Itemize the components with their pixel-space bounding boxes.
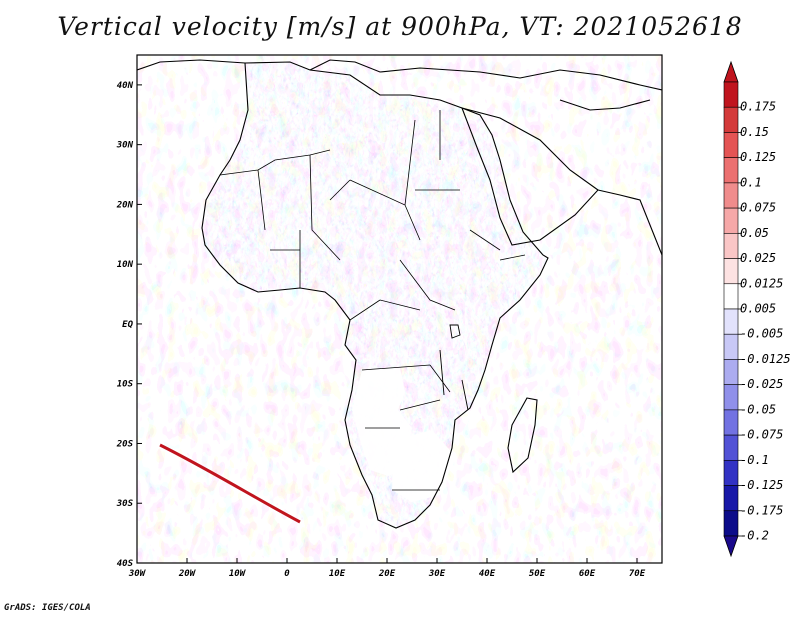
- lon-label-40e: 40E: [479, 569, 496, 579]
- colorbar-label: 0.125: [740, 150, 776, 164]
- colorbar-swatch: [723, 333, 739, 360]
- colorbar-label: 0.1: [740, 175, 762, 189]
- colorbar-top-arrow: [723, 60, 739, 83]
- colorbar-label: 0.025: [740, 251, 776, 265]
- lat-label-eq: EQ: [122, 320, 133, 330]
- lat-label-40s: 40S: [117, 559, 134, 569]
- madagascar-coastline: [507, 397, 538, 474]
- colorbar-swatch: [723, 81, 739, 108]
- latitude-axis: 40N 30N 20N 10N EQ 10S 20S 30S 40S: [116, 81, 142, 569]
- colorbar-label: -0.175: [740, 503, 783, 517]
- colorbar-swatch: [723, 258, 739, 285]
- colorbar-swatch: [723, 308, 739, 335]
- footer-credit: GrADS: IGES/COLA: [4, 603, 91, 613]
- map-title: Vertical velocity [m/s] at 900hPa, VT: 2…: [57, 12, 743, 41]
- colorbar-label: -0.005: [740, 327, 783, 341]
- lon-label-0: 0: [284, 569, 290, 579]
- colorbar-label: -0.05: [740, 402, 776, 416]
- lakes: [439, 324, 469, 411]
- country-borders: [219, 110, 526, 491]
- colorbar: 0.175 0.15 0.125 0.1 0.075 0.05 0.025 0.0125 0.0…: [723, 60, 791, 558]
- colorbar-swatch: [723, 384, 739, 411]
- lon-label-30e: 30E: [428, 569, 446, 579]
- lat-label-10n: 10N: [117, 260, 134, 270]
- colorbar-label: -0.075: [740, 428, 783, 442]
- europe-coastline: [137, 59, 662, 91]
- lon-label-10e: 10E: [329, 569, 346, 579]
- colorbar-swatch: [723, 460, 739, 486]
- lon-label-10w: 10W: [229, 569, 247, 579]
- lat-label-20s: 20S: [116, 439, 134, 449]
- colorbar-swatch: [723, 157, 739, 184]
- colorbar-swatch: [723, 283, 739, 310]
- colorbar-swatch: [723, 182, 739, 209]
- colorbar-label: -0.0125: [740, 352, 791, 366]
- colorbar-label: -0.125: [740, 478, 783, 492]
- colorbar-label: -0.1: [740, 453, 769, 467]
- lon-label-30w: 30W: [128, 569, 147, 579]
- colorbar-swatch: [723, 132, 739, 158]
- colorbar-swatch: [723, 233, 739, 259]
- asia-coastline: [559, 99, 662, 256]
- colorbar-swatch: [723, 106, 739, 133]
- lon-label-50e: 50E: [529, 569, 546, 579]
- lon-label-70e: 70E: [629, 569, 646, 579]
- colorbar-label: 0.075: [740, 201, 776, 215]
- lat-label-10s: 10S: [117, 380, 134, 390]
- colorbar-swatch: [723, 485, 739, 512]
- lat-label-40n: 40N: [117, 81, 134, 91]
- colorbar-label: -0.025: [740, 377, 783, 391]
- colorbar-swatch: [723, 359, 739, 385]
- lon-label-60e: 60E: [579, 569, 596, 579]
- colorbar-swatch: [723, 409, 739, 436]
- colorbar-swatch: [723, 207, 739, 234]
- colorbar-label: 0.05: [740, 226, 769, 240]
- colorbar-swatch: [723, 510, 739, 537]
- lon-label-20w: 20W: [178, 569, 197, 579]
- colorbar-bottom-arrow: [723, 535, 739, 558]
- longitude-axis: 30W 20W 10W 0 10E 20E 30E 40E 50E 60E 70E: [128, 558, 646, 579]
- velocity-field: [137, 55, 662, 563]
- arabia-coastline: [461, 107, 599, 246]
- colorbar-swatch: [723, 434, 739, 461]
- africa-coastline: [201, 61, 549, 529]
- lon-label-20e: 20E: [378, 569, 396, 579]
- lat-label-30s: 30S: [116, 499, 134, 509]
- coastlines-and-borders: [137, 59, 662, 529]
- colorbar-label: 0.175: [740, 100, 776, 114]
- colorbar-label: -0.2: [740, 529, 769, 543]
- colorbar-label: 0.0125: [740, 276, 783, 290]
- map-frame: [136, 54, 663, 564]
- colorbar-label: 0.15: [740, 125, 769, 139]
- colorbar-label: 0.005: [740, 302, 776, 316]
- lat-label-30n: 30N: [116, 141, 134, 151]
- masked-region-highveld: [392, 430, 455, 502]
- frontal-band: [159, 443, 301, 524]
- lat-label-20n: 20N: [116, 200, 134, 210]
